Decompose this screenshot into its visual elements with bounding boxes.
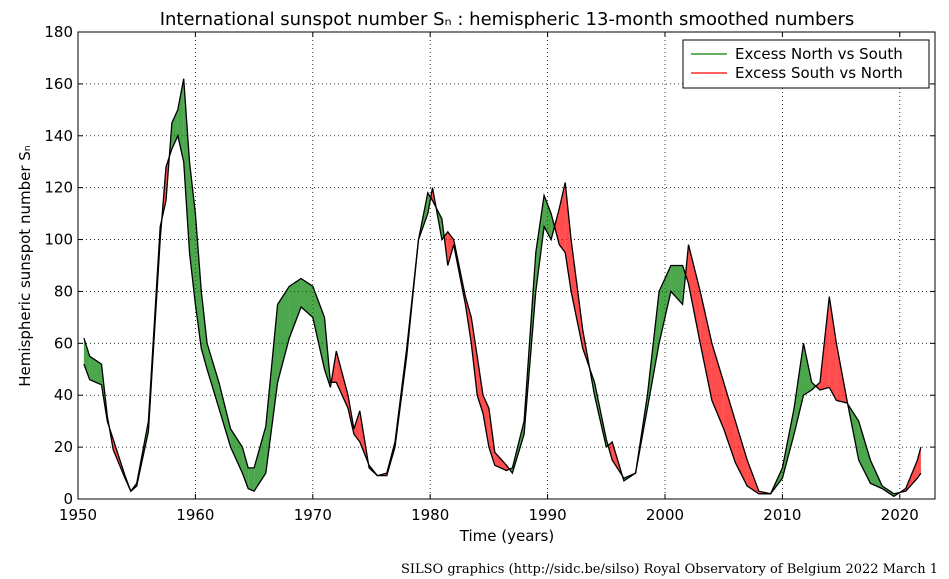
fill-region [277,286,290,383]
fill-region [189,161,196,305]
y-axis-label: Hemispheric sunspot number Sₙ [16,145,34,387]
y-tick-label: 20 [54,438,73,456]
legend-label: Excess South vs North [735,64,903,82]
fill-region [183,78,190,253]
legend-label: Excess North vs South [735,45,903,63]
x-tick-label: 1960 [176,506,214,524]
fill-region [735,421,748,487]
x-tick-label: 1990 [528,506,566,524]
x-axis-label: Time (years) [459,527,554,545]
fill-region [353,410,360,442]
fill-region [242,447,249,489]
fill-region [230,428,243,474]
fill-region [803,343,812,396]
fill-region [336,351,349,409]
fill-region [218,382,231,448]
fill-region [535,195,545,292]
fill-region [301,278,313,318]
x-tick-label: 2020 [881,506,919,524]
fill-region [559,182,566,253]
y-tick-label: 180 [44,23,73,41]
fill-region [688,244,701,344]
plot-frame [77,31,936,500]
fill-region [917,447,921,479]
y-tick-label: 0 [63,490,73,508]
legend-box [682,39,930,89]
fill-region [483,395,489,448]
fill-region [201,291,208,370]
series-edge [83,78,922,495]
fill-region [83,338,90,380]
fill-region [89,356,102,385]
fill-region [289,278,302,339]
x-tick-label: 1970 [294,506,332,524]
series-edge [83,133,922,498]
fill-region [554,208,560,245]
fill-region [471,317,478,396]
fill-region [829,296,837,401]
fill-region [858,421,871,484]
fill-region [551,213,555,240]
footer: SILSO graphics (http://sidc.be/silso) Ro… [401,562,938,577]
y-tick-label: 100 [44,231,73,249]
fill-region [723,382,736,463]
y-tick-label: 160 [44,75,73,93]
chart-title: International sunspot number Sₙ : hemisp… [160,9,855,30]
fill-region [265,304,278,474]
y-tick-label: 40 [54,386,73,404]
x-tick-label: 2010 [763,506,801,524]
y-tick-label: 140 [44,127,73,145]
fill-region [312,286,325,370]
x-tick-label: 1950 [59,506,97,524]
fill-region [700,291,712,401]
x-tick-label: 2000 [646,506,684,524]
fill-region [254,426,266,492]
y-tick-label: 60 [54,334,73,352]
fill-region [447,231,454,266]
y-tick-label: 120 [44,179,73,197]
fill-region [811,382,816,391]
fill-region [815,382,820,391]
fill-region [248,467,255,492]
fill-region [794,343,804,435]
fill-region [711,343,724,429]
x-tick-label: 1980 [411,506,449,524]
fill-region [565,182,572,292]
fill-region [207,343,219,409]
y-tick-label: 80 [54,282,73,300]
